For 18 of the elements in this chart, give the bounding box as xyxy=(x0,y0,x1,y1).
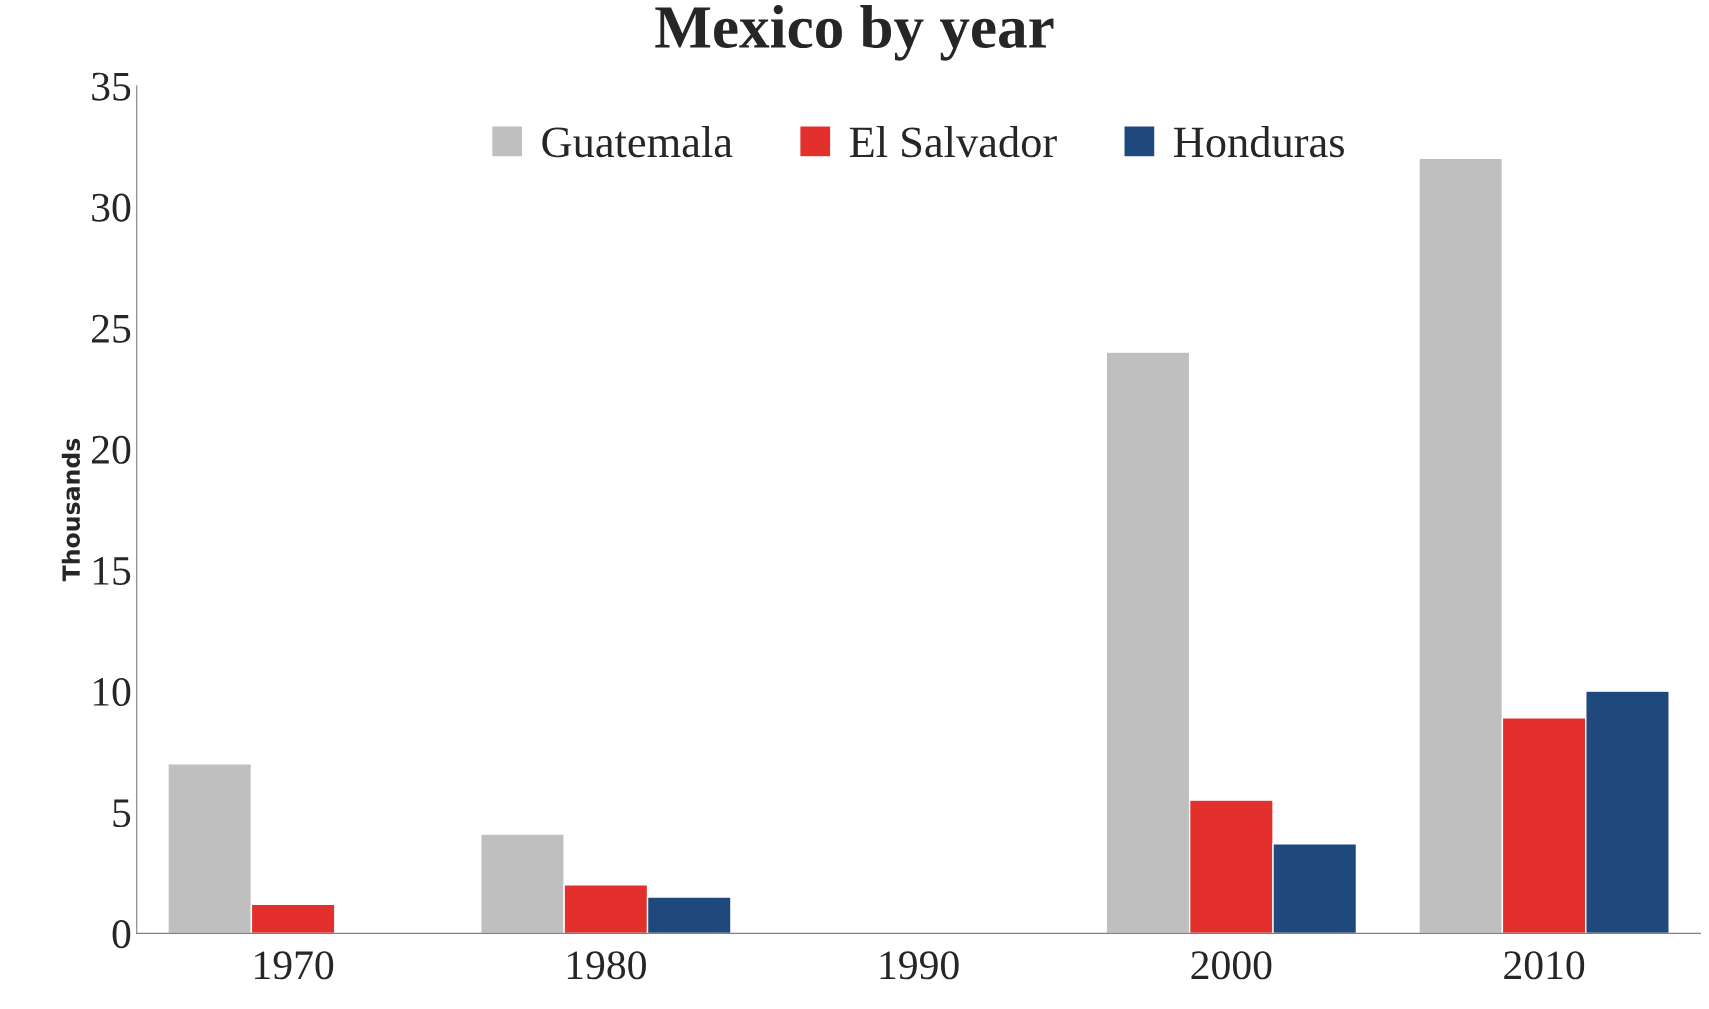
y-tick-label: 5 xyxy=(113,799,131,828)
x-tick-label: 1990 xyxy=(880,951,959,980)
chart-title: Mexico by year xyxy=(655,5,1054,61)
y-tick-label: 15 xyxy=(93,557,131,585)
y-tick-label: 0 xyxy=(112,920,131,949)
legend-label: Guatemala xyxy=(542,126,733,158)
y-tick-label: 35 xyxy=(92,72,131,101)
legend-label: El Salvador xyxy=(849,126,1057,158)
y-tick-label: 25 xyxy=(92,314,131,343)
legend-label: Honduras xyxy=(1174,126,1344,158)
y-tick-label: 30 xyxy=(92,193,131,222)
y-tick-label: 20 xyxy=(92,435,131,464)
x-tick-label: 1970 xyxy=(255,951,334,980)
y-tick-label: 10 xyxy=(93,677,131,707)
x-tick-label: 1980 xyxy=(567,951,646,980)
x-tick-label: 2010 xyxy=(1504,951,1585,980)
x-tick-label: 2000 xyxy=(1191,951,1272,980)
y-axis-title: Thousands xyxy=(61,438,81,582)
